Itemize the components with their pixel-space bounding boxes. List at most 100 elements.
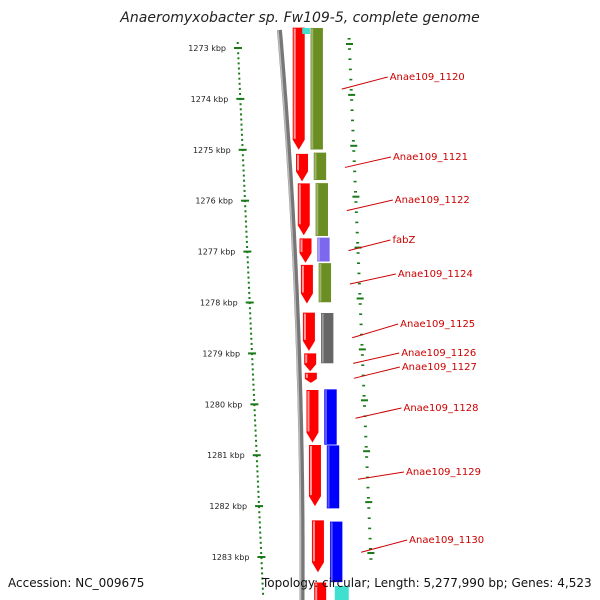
minor-tick (245, 235, 248, 238)
minor-tick (259, 546, 262, 549)
label-leader-line (349, 273, 396, 285)
label-leader-line (361, 539, 408, 553)
minor-tick (252, 388, 255, 391)
major-tick (348, 93, 356, 96)
minor-tick (248, 291, 251, 294)
minor-tick (363, 425, 367, 428)
arrow-shine (301, 265, 304, 293)
gene-label[interactable]: Anae109_1124 (398, 269, 473, 280)
gene-label[interactable]: Anae109_1129 (406, 467, 481, 478)
major-tick (248, 352, 257, 355)
backbone-highlight (277, 29, 302, 600)
gene-label[interactable]: Anae109_1127 (402, 362, 477, 373)
gene-label[interactable]: Anae109_1126 (401, 348, 476, 359)
tick-label: 1274 kbp (191, 95, 229, 104)
map-title: Anaeromyxobacter sp. Fw109-5, complete g… (120, 10, 480, 26)
label-leader-line (353, 366, 400, 379)
gene-label[interactable]: Anae109_1120 (390, 72, 465, 83)
minor-tick (357, 272, 361, 275)
minor-tick (361, 374, 365, 377)
minor-tick (366, 497, 370, 499)
gene-labels-layer: Anae109_1120 Anae109_1121 Anae109_1122 fabZ… (341, 72, 484, 553)
minor-tick (237, 52, 240, 55)
minor-tick (253, 399, 256, 401)
minor-tick (364, 435, 368, 438)
label-leader-line (346, 199, 393, 212)
label-leader-line (352, 323, 399, 339)
minor-tick (242, 169, 245, 172)
minor-tick (352, 150, 356, 152)
minor-tick (248, 297, 251, 299)
minor-tick (251, 368, 254, 371)
minor-tick (242, 164, 245, 167)
minor-tick (246, 246, 249, 248)
minor-tick (238, 87, 241, 90)
genes-layer[interactable] (292, 27, 349, 600)
minor-tick (253, 414, 256, 417)
minor-tick (365, 456, 369, 458)
forward-cds-block[interactable] (320, 312, 334, 364)
minor-tick (241, 138, 244, 141)
minor-tick (238, 77, 241, 80)
tick-label: 1281 kbp (207, 451, 245, 460)
minor-tick (255, 460, 258, 463)
minor-tick (364, 446, 368, 448)
minor-tick (251, 363, 254, 366)
arrow-shine (300, 239, 303, 253)
minor-tick (257, 495, 260, 498)
minor-tick (259, 526, 262, 529)
gene-label[interactable]: Anae109_1128 (403, 403, 478, 414)
gene-label[interactable]: Anae109_1130 (409, 535, 484, 546)
minor-tick (244, 215, 247, 218)
minor-tick (259, 541, 262, 544)
minor-tick (261, 587, 264, 590)
gene-label[interactable]: Anae109_1125 (400, 319, 475, 330)
gene-label[interactable]: fabZ (392, 235, 415, 246)
forward-cds-block[interactable] (309, 27, 324, 151)
minor-tick (363, 405, 367, 407)
arrow-shine (305, 373, 308, 378)
gene-label[interactable]: Anae109_1121 (393, 152, 468, 163)
minor-tick (240, 133, 243, 136)
forward-cds-block[interactable] (314, 182, 329, 237)
genome-backbone (276, 29, 305, 600)
forward-cds-block[interactable] (313, 152, 327, 181)
partial-gene-bottom (334, 586, 349, 600)
minor-tick (261, 577, 264, 580)
major-tick (365, 501, 373, 504)
major-tick (250, 403, 259, 406)
block-shine (314, 153, 317, 180)
forward-cds-block[interactable] (316, 237, 331, 263)
label-leader-line (348, 239, 391, 252)
minor-tick (247, 271, 250, 274)
minor-tick (258, 521, 261, 524)
minor-tick (249, 322, 252, 325)
backbone-layer (276, 29, 305, 600)
forward-cds-block[interactable] (326, 444, 340, 509)
minor-tick (241, 154, 244, 157)
minor-tick (348, 58, 352, 60)
major-tick (255, 505, 264, 508)
minor-tick (352, 160, 356, 162)
minor-tick (238, 72, 241, 75)
minor-tick (349, 78, 353, 81)
label-leader-line (341, 76, 388, 90)
gene-label[interactable]: Anae109_1122 (395, 195, 470, 206)
minor-tick (361, 364, 365, 366)
forward-cds-block[interactable] (329, 521, 343, 583)
block-shine (319, 263, 322, 302)
minor-tick (356, 252, 360, 254)
minor-tick (245, 230, 248, 233)
minor-tick (368, 537, 372, 540)
forward-cds-block[interactable] (318, 262, 332, 303)
minor-tick (245, 225, 248, 228)
minor-tick (240, 123, 243, 126)
minor-tick (250, 337, 253, 340)
minor-tick (357, 262, 361, 264)
minor-tick (240, 118, 243, 121)
minor-tick (246, 261, 249, 264)
block-shine (311, 28, 314, 149)
tick-label: 1276 kbp (195, 197, 233, 206)
minor-tick (367, 507, 371, 509)
